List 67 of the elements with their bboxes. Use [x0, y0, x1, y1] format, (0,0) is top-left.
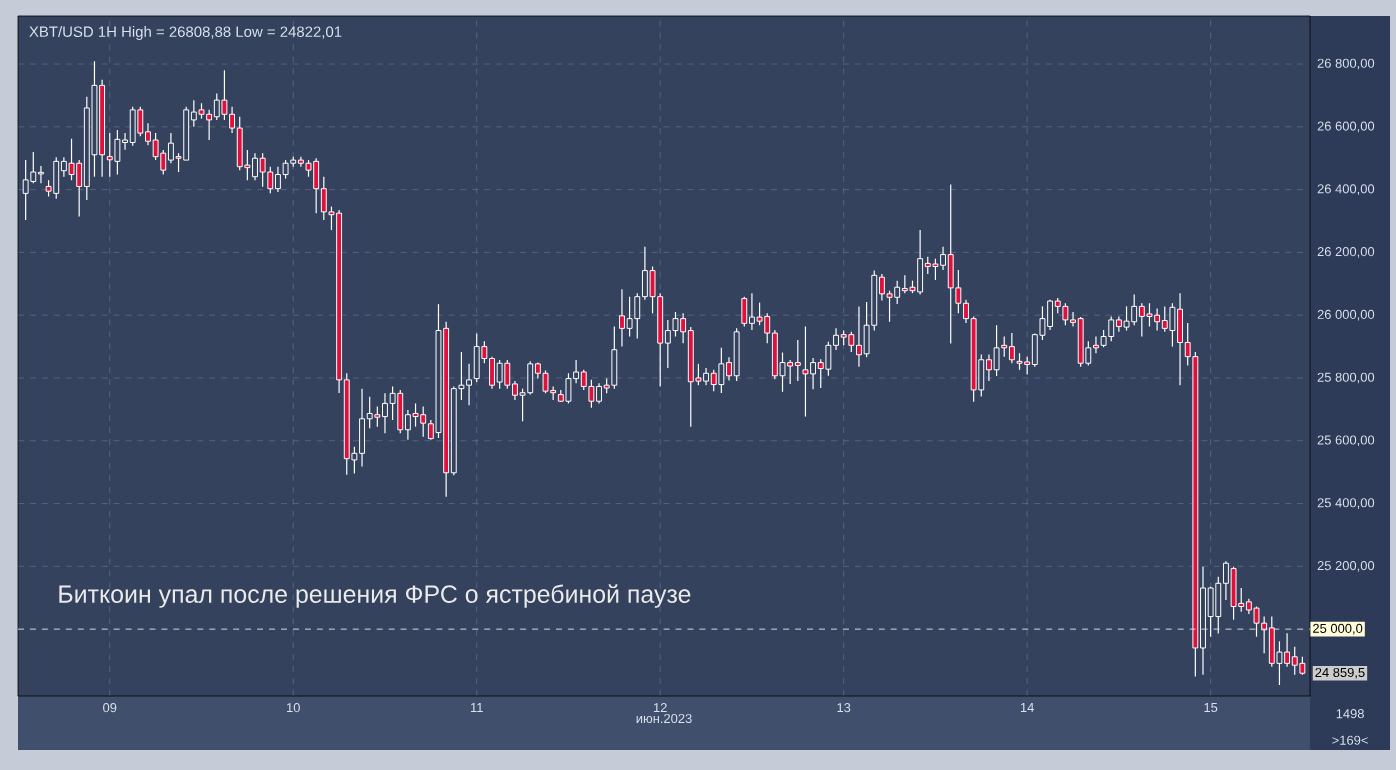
candlestick: [810, 357, 817, 390]
candlestick: [748, 292, 755, 331]
candlestick: [672, 311, 679, 338]
candlestick: [137, 106, 144, 137]
candlestick: [626, 296, 633, 338]
candlestick: [504, 359, 511, 390]
candlestick: [947, 183, 954, 345]
candlestick: [68, 138, 75, 181]
candlestick: [993, 324, 1000, 377]
candlestick: [596, 382, 602, 404]
candlestick: [359, 388, 365, 468]
candlestick: [542, 369, 549, 394]
candlestick: [466, 363, 473, 406]
candlestick: [710, 369, 717, 392]
candlestick: [1108, 315, 1115, 342]
candlestick: [1268, 615, 1275, 668]
candlestick: [496, 359, 503, 390]
candlestick: [313, 157, 320, 214]
candlestick: [611, 325, 618, 390]
candlestick: [1161, 305, 1168, 333]
candlestick: [267, 166, 274, 194]
candlestick: [856, 305, 862, 368]
candlestick: [167, 132, 174, 164]
candlestick: [894, 280, 901, 305]
candlestick: [802, 325, 809, 418]
candlestick: [1123, 305, 1130, 332]
candlestick: [1008, 332, 1015, 364]
candlestick: [114, 129, 121, 176]
candlestick: [1291, 646, 1298, 676]
candlestick: [1131, 293, 1138, 326]
candlestick: [733, 327, 740, 382]
candlestick: [38, 165, 44, 184]
candlestick: [129, 106, 136, 147]
candlestick: [718, 347, 725, 394]
candlestick: [1230, 566, 1237, 621]
candlestick: [619, 288, 625, 348]
candlestick: [382, 392, 388, 434]
annotation: Биткоин упал после решения ФРС о ястребиной паузе: [59, 584, 691, 608]
candlestick: [374, 405, 381, 428]
candlestick: [274, 166, 281, 193]
candlestick: [1047, 299, 1054, 331]
candlestick: [1077, 316, 1084, 368]
candlestick: [1177, 292, 1183, 386]
candlestick: [1253, 605, 1260, 638]
candlestick: [397, 389, 404, 434]
candlestick: [252, 152, 258, 181]
candlestick: [756, 302, 763, 326]
candlestick: [917, 229, 924, 296]
candlestick: [259, 152, 266, 188]
candlestick: [1138, 302, 1145, 338]
candlestick: [588, 379, 595, 409]
candlestick: [473, 332, 480, 383]
candlestick: [213, 92, 220, 121]
candlestick: [527, 360, 534, 396]
candlestick: [787, 359, 794, 385]
candlestick: [420, 405, 427, 438]
candlestick: [1284, 632, 1291, 668]
candlestick: [106, 132, 113, 178]
candlestick: [236, 116, 243, 171]
candlestick: [1062, 302, 1069, 326]
candlestick: [794, 339, 801, 382]
candlestick: [53, 156, 60, 200]
candlestick: [1154, 307, 1161, 332]
candlestick: [1146, 302, 1153, 328]
candlestick: [848, 331, 855, 353]
candlestick: [825, 341, 832, 377]
candlestick: [741, 296, 748, 328]
